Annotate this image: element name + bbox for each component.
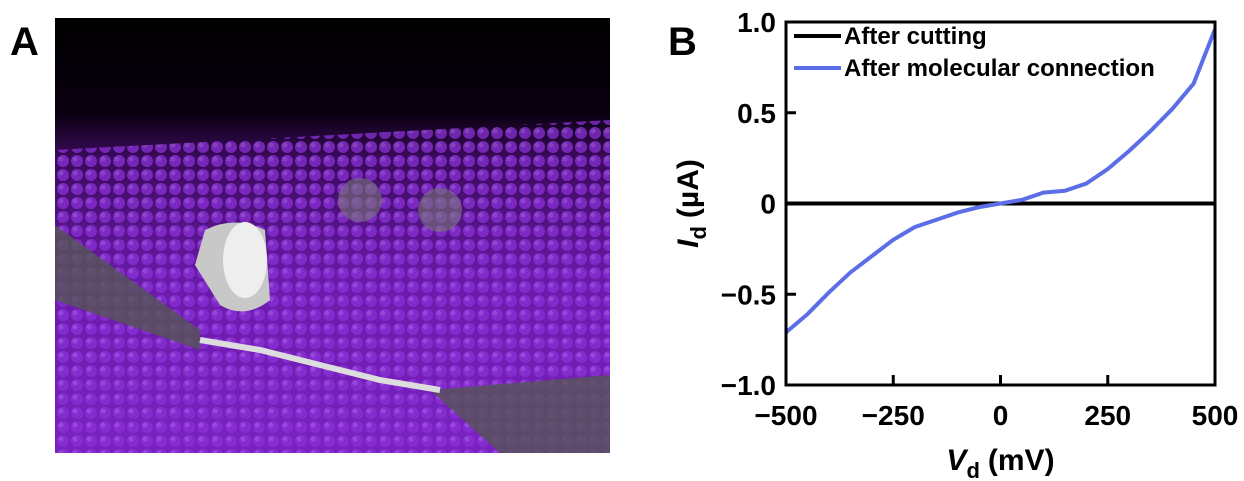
y-tick-label: −0.5 — [721, 279, 776, 310]
x-tick-label: −250 — [862, 400, 925, 431]
legend-label: After cutting — [844, 23, 987, 50]
plot-frame — [784, 20, 1217, 387]
y-axis-label: Id(µA) — [672, 159, 711, 248]
y-tick-label: 1.0 — [737, 7, 776, 38]
series-line — [784, 28, 1217, 334]
y-tick-label: 0 — [760, 189, 776, 220]
y-tick-label: −1.0 — [721, 370, 776, 401]
x-tick-label: 500 — [1192, 400, 1239, 431]
y-tick-label: 0.5 — [737, 98, 776, 129]
panel-label: B — [668, 20, 697, 64]
x-tick-label: 250 — [1084, 400, 1131, 431]
legend-label: After molecular connection — [844, 55, 1155, 82]
x-tick-label: 0 — [993, 400, 1009, 431]
x-axis-label: Vd (mV) — [946, 444, 1054, 481]
render-image — [55, 18, 610, 453]
chart: −1.0 −0.5 0 0.5 1.0 −500 −250 0 250 500 After cutt… — [672, 7, 1238, 481]
panel-label: A — [10, 20, 39, 64]
x-tick-label: −500 — [754, 400, 817, 431]
